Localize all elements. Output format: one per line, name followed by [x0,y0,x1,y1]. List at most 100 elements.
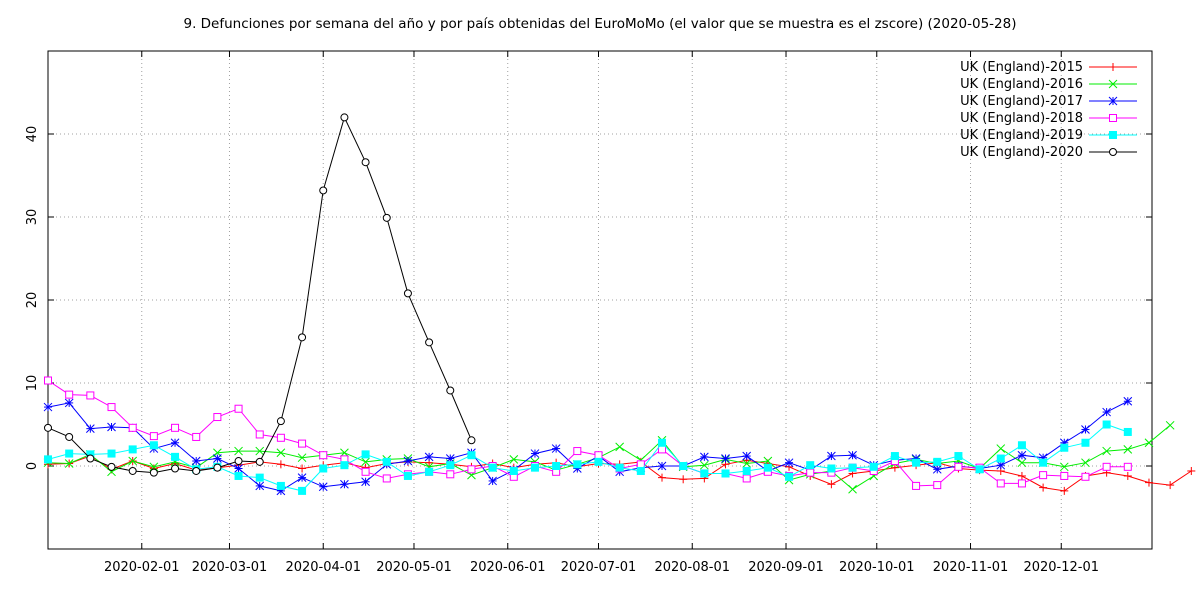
circle-marker [446,386,455,395]
legend-label: UK (England)-2016 [960,77,1083,92]
series-6 [44,113,476,477]
filled-square-marker [763,463,772,472]
filled-square-marker [1060,443,1069,452]
circle-marker [65,432,74,441]
circle-marker [467,436,476,445]
legend-entry: UK (England)-2017 [960,94,1137,109]
filled-square-marker [446,461,455,470]
square-marker [128,423,137,432]
star-marker [255,481,265,491]
x-tick-label: 2020-04-01 [285,560,361,575]
cross-marker [234,446,243,456]
filled-square-marker [742,466,751,475]
filled-square-marker [530,463,539,472]
circle-marker [234,457,243,466]
plus-marker [298,464,307,473]
cross-marker [848,484,857,494]
star-marker [403,456,413,466]
star-marker [170,438,180,448]
square-marker [361,467,370,476]
filled-square-marker [996,454,1005,463]
star-marker [234,464,243,473]
filled-square-marker [276,481,285,490]
legend-label: UK (England)-2017 [960,94,1083,109]
circle-marker [255,457,264,466]
star-marker [107,422,116,432]
filled-square-marker [128,445,137,454]
legend: UK (England)-2015 UK (England)-2016 UK (En… [960,60,1137,160]
star-marker [85,424,95,434]
filled-square-marker [171,452,180,461]
filled-square-marker [869,462,878,471]
cross-marker [996,444,1006,453]
circle-marker [128,466,137,475]
square-marker [1109,114,1117,122]
legend-entry: UK (England)-2016 [960,77,1137,92]
filled-square-marker [1102,420,1111,429]
circle-marker [361,158,370,167]
square-marker [636,460,645,469]
cross-marker [742,459,752,468]
plus-marker [1166,481,1175,490]
cross-marker [1144,438,1154,448]
star-marker [551,444,561,453]
legend-entry: UK (England)-2018 [960,111,1137,126]
x-tick-label: 2020-10-01 [839,560,915,575]
filled-square-marker [1039,458,1048,467]
filled-square-marker [319,464,328,473]
filled-square-marker [721,469,730,478]
x-tick-label: 2020-11-01 [933,560,1009,575]
star-marker [361,477,370,487]
square-marker [996,479,1005,488]
filled-square-marker [107,449,116,458]
filled-square-marker [890,452,899,461]
plus-marker [1123,471,1132,480]
circle-marker [149,468,158,477]
cross-marker [1081,458,1090,468]
filled-square-marker [658,438,667,447]
x-tick-label: 2020-05-01 [376,560,452,575]
square-marker [276,433,285,442]
star-marker [191,456,201,466]
filled-square-marker [912,458,921,467]
plus-marker [276,460,285,469]
x-tick-label: 2020-12-01 [1023,560,1099,575]
star-marker [848,450,857,460]
filled-square-marker [700,469,709,478]
cross-marker [1165,420,1175,430]
square-marker [1081,472,1090,481]
legend-entry: UK (England)-2015 [960,60,1137,75]
plus-marker [827,480,836,489]
square-marker [44,376,52,385]
filled-square-marker [298,486,307,495]
legend-label: UK (England)-2019 [960,128,1083,143]
legend-label: UK (England)-2020 [960,145,1083,160]
cross-marker [1059,462,1069,472]
cross-marker [1102,446,1111,456]
filled-square-marker [1081,438,1090,447]
square-marker [954,462,963,471]
legend-entry: UK (England)-2019 [960,128,1137,143]
cross-marker [361,457,370,467]
plus-marker [658,473,667,482]
star-marker [297,473,307,482]
plus-marker [679,475,688,484]
star-marker [721,454,730,463]
square-marker [573,447,582,456]
x-tick-label: 2020-06-01 [470,560,546,575]
circle-marker [213,463,222,472]
filled-square-marker [1109,131,1117,139]
filled-square-marker [467,451,476,460]
cross-marker [1017,458,1027,468]
star-marker [699,452,709,462]
square-marker [298,439,307,448]
star-marker [530,449,540,458]
plus-marker [1060,486,1069,495]
square-marker [1123,462,1132,471]
square-marker [192,432,201,441]
filled-square-marker [382,457,391,466]
star-marker [340,479,349,489]
y-tick-label: 10 [25,375,40,392]
star-marker [932,464,942,474]
